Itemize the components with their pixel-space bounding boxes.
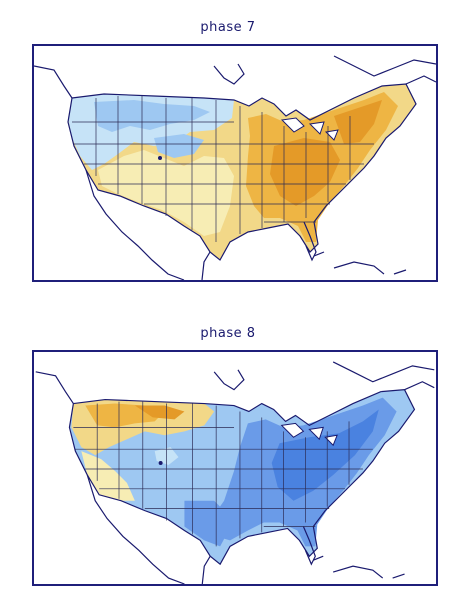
- panel-title-phase-8: phase 8: [200, 326, 256, 341]
- anomaly-map-phase-7: [34, 55, 436, 280]
- anomaly-map-phase-8: [35, 361, 435, 584]
- map-phase-8: [32, 350, 438, 586]
- state-boundaries-2: [73, 401, 373, 547]
- map-phase-7: [32, 44, 438, 282]
- panel-title-phase-7: phase 7: [200, 20, 256, 35]
- state-boundaries: [72, 96, 374, 242]
